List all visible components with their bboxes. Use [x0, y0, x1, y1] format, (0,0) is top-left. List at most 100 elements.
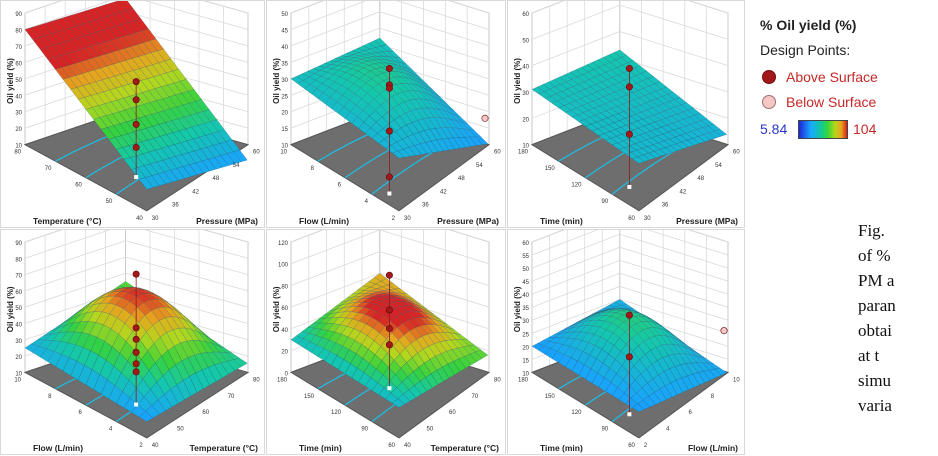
legend-design-points-label: Design Points: — [760, 42, 850, 58]
z-tick-label: 15 — [281, 127, 288, 133]
x-tick-label: 4 — [109, 427, 113, 433]
design-point-above — [626, 84, 632, 90]
z-tick-label: 80 — [15, 28, 22, 34]
x-tick-label: 150 — [545, 394, 556, 400]
x-tick-label: 6 — [338, 183, 342, 189]
z-axis-label: Oil yield (%) — [272, 58, 281, 104]
design-point-below — [721, 327, 727, 333]
y-tick-label: 2 — [644, 443, 648, 449]
z-tick-label: 35 — [522, 306, 529, 312]
y-tick-label: 30 — [404, 216, 411, 222]
design-point-above — [133, 121, 139, 127]
x-tick-label: 120 — [571, 183, 582, 189]
x-tick-label: 2 — [392, 216, 396, 222]
x-axis-label: Temperature (°C) — [33, 216, 102, 226]
y-tick-label: 30 — [644, 216, 651, 222]
x-tick-label: 50 — [106, 199, 113, 205]
x-tick-label: 120 — [571, 410, 582, 416]
z-axis-label: Oil yield (%) — [272, 286, 281, 332]
x-tick-label: 40 — [136, 216, 143, 222]
legend-title: % Oil yield (%) — [760, 17, 856, 33]
z-tick-label: 50 — [15, 78, 22, 84]
design-point-above — [133, 349, 139, 355]
design-point-above — [386, 342, 392, 348]
legend: % Oil yield (%) Design Points: Above Sur… — [748, 0, 938, 150]
legend-below-surface: Below Surface — [762, 94, 876, 110]
z-tick-label: 30 — [522, 91, 529, 97]
z-tick-label: 25 — [522, 332, 529, 338]
z-tick-label: 70 — [15, 274, 22, 280]
z-tick-label: 20 — [522, 345, 529, 351]
y-tick-label: 60 — [733, 150, 740, 156]
x-tick-label: 10 — [14, 377, 21, 383]
x-axis-label: Flow (L/min) — [299, 216, 349, 226]
z-tick-label: 60 — [522, 241, 529, 247]
caption-line: Fig. — [858, 218, 938, 243]
z-tick-label: 20 — [15, 127, 22, 133]
z-tick-label: 20 — [522, 117, 529, 123]
y-tick-label: 50 — [177, 427, 184, 433]
z-tick-label: 40 — [522, 65, 529, 71]
figure-caption: Fig. of % PM a paran obtai at t simu var… — [858, 218, 938, 418]
z-tick-label: 50 — [15, 306, 22, 312]
z-tick-label: 50 — [281, 12, 288, 18]
y-axis-label: Pressure (MPa) — [196, 216, 258, 226]
caption-line: of % — [858, 243, 938, 268]
caption-line: simu — [858, 368, 938, 393]
y-tick-label: 40 — [152, 443, 159, 449]
x-axis-label: Time (min) — [540, 216, 583, 226]
x-tick-label: 90 — [601, 427, 608, 433]
design-point-above — [133, 144, 139, 150]
design-point-above — [626, 312, 632, 318]
y-tick-label: 60 — [494, 150, 501, 156]
y-axis-label: Flow (L/min) — [688, 443, 738, 453]
x-tick-label: 180 — [518, 377, 529, 383]
z-tick-label: 60 — [522, 12, 529, 18]
design-point-floor-marker — [387, 386, 391, 390]
z-tick-label: 70 — [15, 45, 22, 51]
y-tick-label: 36 — [422, 203, 429, 209]
z-tick-label: 60 — [281, 306, 288, 312]
x-tick-label: 60 — [388, 443, 395, 449]
y-tick-label: 48 — [458, 176, 465, 182]
design-point-above — [133, 97, 139, 103]
legend-color-bar — [798, 120, 848, 139]
design-point-floor-marker — [134, 402, 138, 406]
x-tick-label: 70 — [45, 166, 52, 172]
y-tick-label: 54 — [476, 163, 483, 169]
design-point-floor-marker — [627, 412, 631, 416]
design-point-above — [386, 174, 392, 180]
y-tick-label: 6 — [688, 410, 692, 416]
z-tick-label: 35 — [281, 61, 288, 67]
design-point-above — [133, 369, 139, 375]
caption-line: PM a — [858, 268, 938, 293]
y-tick-label: 54 — [715, 163, 722, 169]
x-tick-label: 2 — [139, 443, 143, 449]
design-point-above — [386, 307, 392, 313]
x-axis-label: Flow (L/min) — [33, 443, 83, 453]
caption-line: paran — [858, 293, 938, 318]
y-tick-label: 50 — [427, 427, 434, 433]
y-tick-label: 40 — [404, 443, 411, 449]
z-tick-label: 90 — [15, 241, 22, 247]
z-tick-label: 20 — [281, 111, 288, 117]
z-tick-label: 120 — [278, 241, 289, 247]
x-tick-label: 60 — [628, 443, 635, 449]
legend-min-value: 5.84 — [760, 121, 787, 137]
design-point-above — [133, 336, 139, 342]
z-tick-label: 45 — [522, 280, 529, 286]
z-tick-label: 40 — [281, 45, 288, 51]
z-axis-label: Oil yield (%) — [6, 286, 15, 332]
caption-line: at t — [858, 343, 938, 368]
x-tick-label: 4 — [365, 199, 369, 205]
design-point-above — [626, 354, 632, 360]
